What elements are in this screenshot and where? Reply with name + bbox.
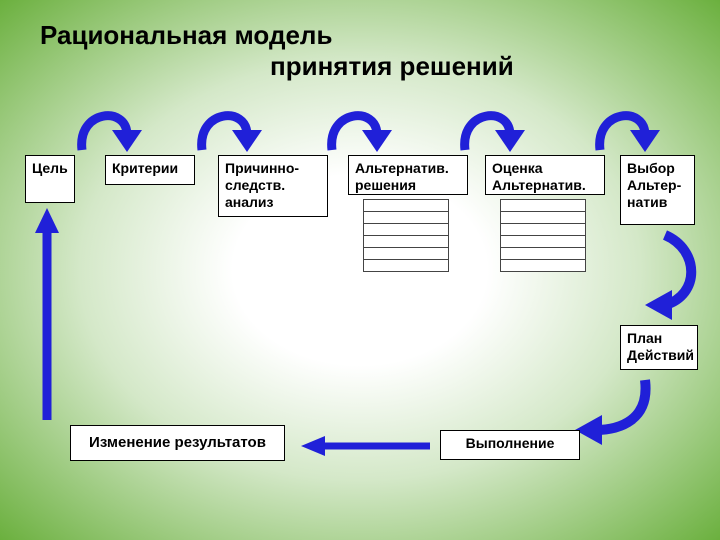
- flow-arrow-5: [590, 100, 660, 155]
- node-measure: Изменение результатов: [70, 425, 285, 461]
- flow-arrow-3: [322, 100, 392, 155]
- node-goal: Цель: [25, 155, 75, 203]
- flow-arrow-4: [455, 100, 525, 155]
- node-evaluation: Оценка Альтернатив.: [485, 155, 605, 195]
- arrow-plan-to-execution: [570, 375, 660, 450]
- rows-under-evaluation: [500, 200, 586, 272]
- flow-arrow-1: [72, 100, 142, 155]
- title-line-2: принятия решений: [270, 51, 514, 82]
- node-analysis: Причинно-следств. анализ: [218, 155, 328, 217]
- flow-arrow-2: [192, 100, 262, 155]
- diagram-title: Рациональная модель принятия решений: [40, 20, 514, 82]
- node-alternatives: Альтернатив. решения: [348, 155, 468, 195]
- arrow-measure-to-goal: [30, 205, 64, 425]
- node-execution: Выполнение: [440, 430, 580, 460]
- rows-under-alternatives: [363, 200, 449, 272]
- node-criteria: Критерии: [105, 155, 195, 185]
- node-plan: План Действий: [620, 325, 698, 370]
- arrow-execution-to-measure: [295, 432, 435, 460]
- node-choice: Выбор Альтер-натив: [620, 155, 695, 225]
- title-line-1: Рациональная модель: [40, 20, 514, 51]
- arrow-choice-to-plan: [630, 230, 710, 325]
